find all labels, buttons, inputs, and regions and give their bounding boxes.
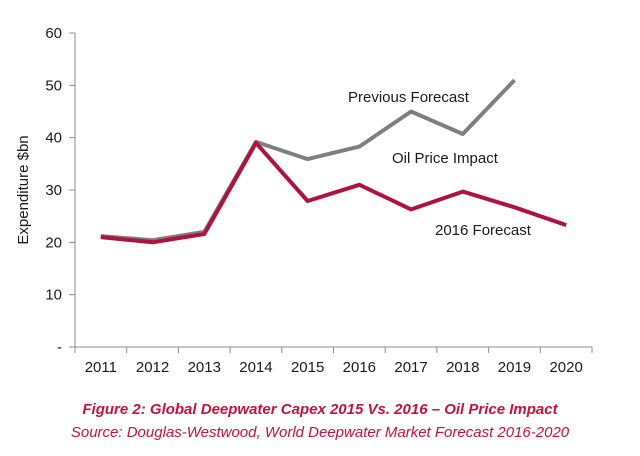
series-line-2016-forecast	[100, 140, 567, 245]
x-tick-label: 2011	[85, 359, 117, 376]
y-tick-label: 20	[45, 234, 62, 251]
x-tick-label: 2012	[136, 359, 169, 376]
chart-series	[100, 78, 567, 245]
y-tick-label: -	[57, 339, 62, 356]
figure-caption-title: Figure 2: Global Deepwater Capex 2015 Vs…	[82, 401, 558, 418]
y-axis-label: Expenditure $bn	[15, 135, 32, 244]
x-tick-label: 2014	[239, 359, 272, 376]
x-tick-label: 2013	[188, 359, 221, 376]
y-tick-label: 40	[45, 130, 62, 147]
y-tick-labels: - 10 20 30 40 50 60	[45, 25, 62, 356]
x-tick-label: 2019	[498, 359, 531, 376]
series-line-previous-forecast	[100, 78, 516, 243]
y-tick-label: 60	[45, 25, 62, 42]
annotation-2016-forecast: 2016 Forecast	[435, 222, 532, 239]
x-tick-label: 2017	[394, 359, 427, 376]
chart-axes	[69, 32, 593, 353]
x-tick-label: 2020	[549, 359, 582, 376]
chart-annotations: Previous Forecast Oil Price Impact 2016 Fo…	[348, 89, 532, 239]
annotation-oil-price-impact: Oil Price Impact	[392, 150, 499, 167]
x-tick-label: 2015	[291, 359, 324, 376]
y-tick-label: 50	[45, 77, 62, 94]
x-tick-label: 2018	[446, 359, 479, 376]
x-tick-labels: 2011 2012 2013 2014 2015 2016 2017 2018 2019 2020	[85, 359, 583, 376]
y-tick-label: 30	[45, 182, 62, 199]
y-tick-label: 10	[45, 287, 62, 304]
figure-caption-source: Source: Douglas-Westwood, World Deepwate…	[70, 424, 570, 441]
annotation-previous-forecast: Previous Forecast	[348, 89, 470, 106]
x-tick-label: 2016	[343, 359, 376, 376]
